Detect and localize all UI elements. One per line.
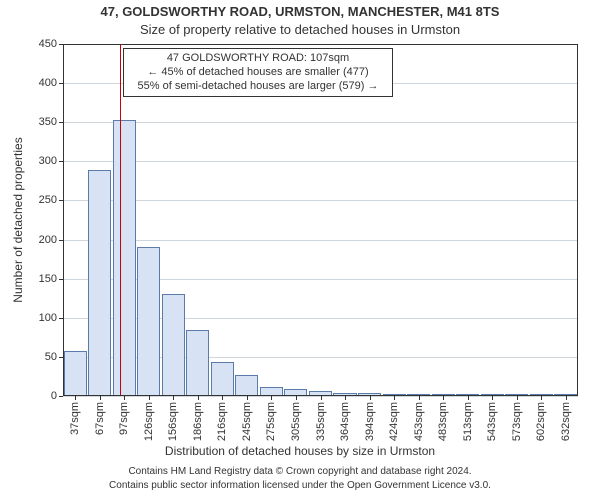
y-tick-mark bbox=[59, 240, 63, 241]
gridline bbox=[63, 161, 578, 162]
histogram-bar bbox=[186, 330, 209, 396]
y-tick-mark bbox=[59, 44, 63, 45]
y-tick-mark bbox=[59, 161, 63, 162]
y-tick-label: 250 bbox=[39, 194, 57, 206]
histogram-bar bbox=[137, 247, 160, 396]
x-tick-mark bbox=[124, 396, 125, 400]
x-tick-mark bbox=[345, 396, 346, 400]
y-axis-label: Number of detached properties bbox=[11, 137, 25, 302]
x-tick-mark bbox=[517, 396, 518, 400]
x-tick-mark bbox=[394, 396, 395, 400]
x-tick-mark bbox=[443, 396, 444, 400]
property-marker-line bbox=[120, 44, 121, 396]
annotation-line-2: ← 45% of detached houses are smaller (47… bbox=[130, 66, 386, 80]
y-tick-mark bbox=[59, 396, 63, 397]
y-tick-mark bbox=[59, 318, 63, 319]
x-tick-label: 632sqm bbox=[560, 402, 572, 441]
histogram-bar bbox=[235, 375, 258, 396]
x-tick-label: 513sqm bbox=[462, 402, 474, 441]
y-tick-label: 50 bbox=[45, 351, 57, 363]
x-tick-label: 67sqm bbox=[94, 402, 106, 435]
histogram-bar bbox=[88, 170, 111, 396]
chart-title-sub: Size of property relative to detached ho… bbox=[0, 22, 600, 37]
x-tick-mark bbox=[541, 396, 542, 400]
x-tick-mark bbox=[75, 396, 76, 400]
annotation-line-1: 47 GOLDSWORTHY ROAD: 107sqm bbox=[130, 52, 386, 66]
gridline bbox=[63, 200, 578, 201]
y-tick-label: 400 bbox=[39, 77, 57, 89]
gridline bbox=[63, 122, 578, 123]
x-tick-mark bbox=[492, 396, 493, 400]
x-tick-label: 156sqm bbox=[167, 402, 179, 441]
x-tick-mark bbox=[173, 396, 174, 400]
x-tick-label: 126sqm bbox=[143, 402, 155, 441]
histogram-bar bbox=[64, 351, 87, 396]
x-tick-mark bbox=[100, 396, 101, 400]
x-tick-label: 543sqm bbox=[486, 402, 498, 441]
y-tick-label: 200 bbox=[39, 234, 57, 246]
x-tick-mark bbox=[198, 396, 199, 400]
y-tick-mark bbox=[59, 200, 63, 201]
plot-area: 47 GOLDSWORTHY ROAD: 107sqm ← 45% of det… bbox=[63, 44, 578, 396]
x-tick-mark bbox=[296, 396, 297, 400]
copyright-line-2: Contains public sector information licen… bbox=[0, 480, 600, 491]
x-tick-mark bbox=[149, 396, 150, 400]
histogram-bar bbox=[211, 362, 234, 396]
x-tick-label: 394sqm bbox=[364, 402, 376, 441]
y-tick-label: 450 bbox=[39, 38, 57, 50]
x-tick-label: 97sqm bbox=[118, 402, 130, 435]
x-tick-mark bbox=[271, 396, 272, 400]
y-tick-label: 300 bbox=[39, 155, 57, 167]
y-tick-label: 150 bbox=[39, 273, 57, 285]
x-tick-mark bbox=[566, 396, 567, 400]
histogram-bar bbox=[284, 389, 307, 396]
histogram-bar bbox=[260, 387, 283, 396]
y-tick-mark bbox=[59, 83, 63, 84]
y-tick-mark bbox=[59, 122, 63, 123]
x-tick-mark bbox=[247, 396, 248, 400]
x-tick-mark bbox=[321, 396, 322, 400]
chart-figure: 47, GOLDSWORTHY ROAD, URMSTON, MANCHESTE… bbox=[0, 0, 600, 500]
histogram-bar bbox=[162, 294, 185, 396]
x-tick-mark bbox=[370, 396, 371, 400]
x-tick-label: 245sqm bbox=[241, 402, 253, 441]
annotation-line-3: 55% of semi-detached houses are larger (… bbox=[130, 80, 386, 94]
x-tick-label: 186sqm bbox=[192, 402, 204, 441]
x-tick-label: 216sqm bbox=[216, 402, 228, 441]
x-tick-label: 424sqm bbox=[388, 402, 400, 441]
histogram-bar bbox=[113, 120, 136, 396]
y-tick-mark bbox=[59, 279, 63, 280]
annotation-box: 47 GOLDSWORTHY ROAD: 107sqm ← 45% of det… bbox=[123, 48, 393, 97]
y-tick-mark bbox=[59, 357, 63, 358]
gridline bbox=[63, 240, 578, 241]
x-tick-label: 483sqm bbox=[437, 402, 449, 441]
gridline bbox=[63, 44, 578, 45]
x-tick-mark bbox=[222, 396, 223, 400]
x-tick-label: 453sqm bbox=[413, 402, 425, 441]
y-tick-label: 0 bbox=[51, 390, 57, 402]
x-tick-label: 37sqm bbox=[69, 402, 81, 435]
x-tick-mark bbox=[468, 396, 469, 400]
x-tick-label: 573sqm bbox=[511, 402, 523, 441]
x-tick-label: 275sqm bbox=[265, 402, 277, 441]
x-axis-label: Distribution of detached houses by size … bbox=[0, 444, 600, 458]
copyright-line-1: Contains HM Land Registry data © Crown c… bbox=[0, 466, 600, 477]
x-tick-label: 335sqm bbox=[315, 402, 327, 441]
x-tick-mark bbox=[419, 396, 420, 400]
x-tick-label: 602sqm bbox=[535, 402, 547, 441]
x-tick-label: 364sqm bbox=[339, 402, 351, 441]
chart-title-main: 47, GOLDSWORTHY ROAD, URMSTON, MANCHESTE… bbox=[0, 4, 600, 19]
y-tick-label: 100 bbox=[39, 312, 57, 324]
x-tick-label: 305sqm bbox=[290, 402, 302, 441]
y-tick-label: 350 bbox=[39, 116, 57, 128]
